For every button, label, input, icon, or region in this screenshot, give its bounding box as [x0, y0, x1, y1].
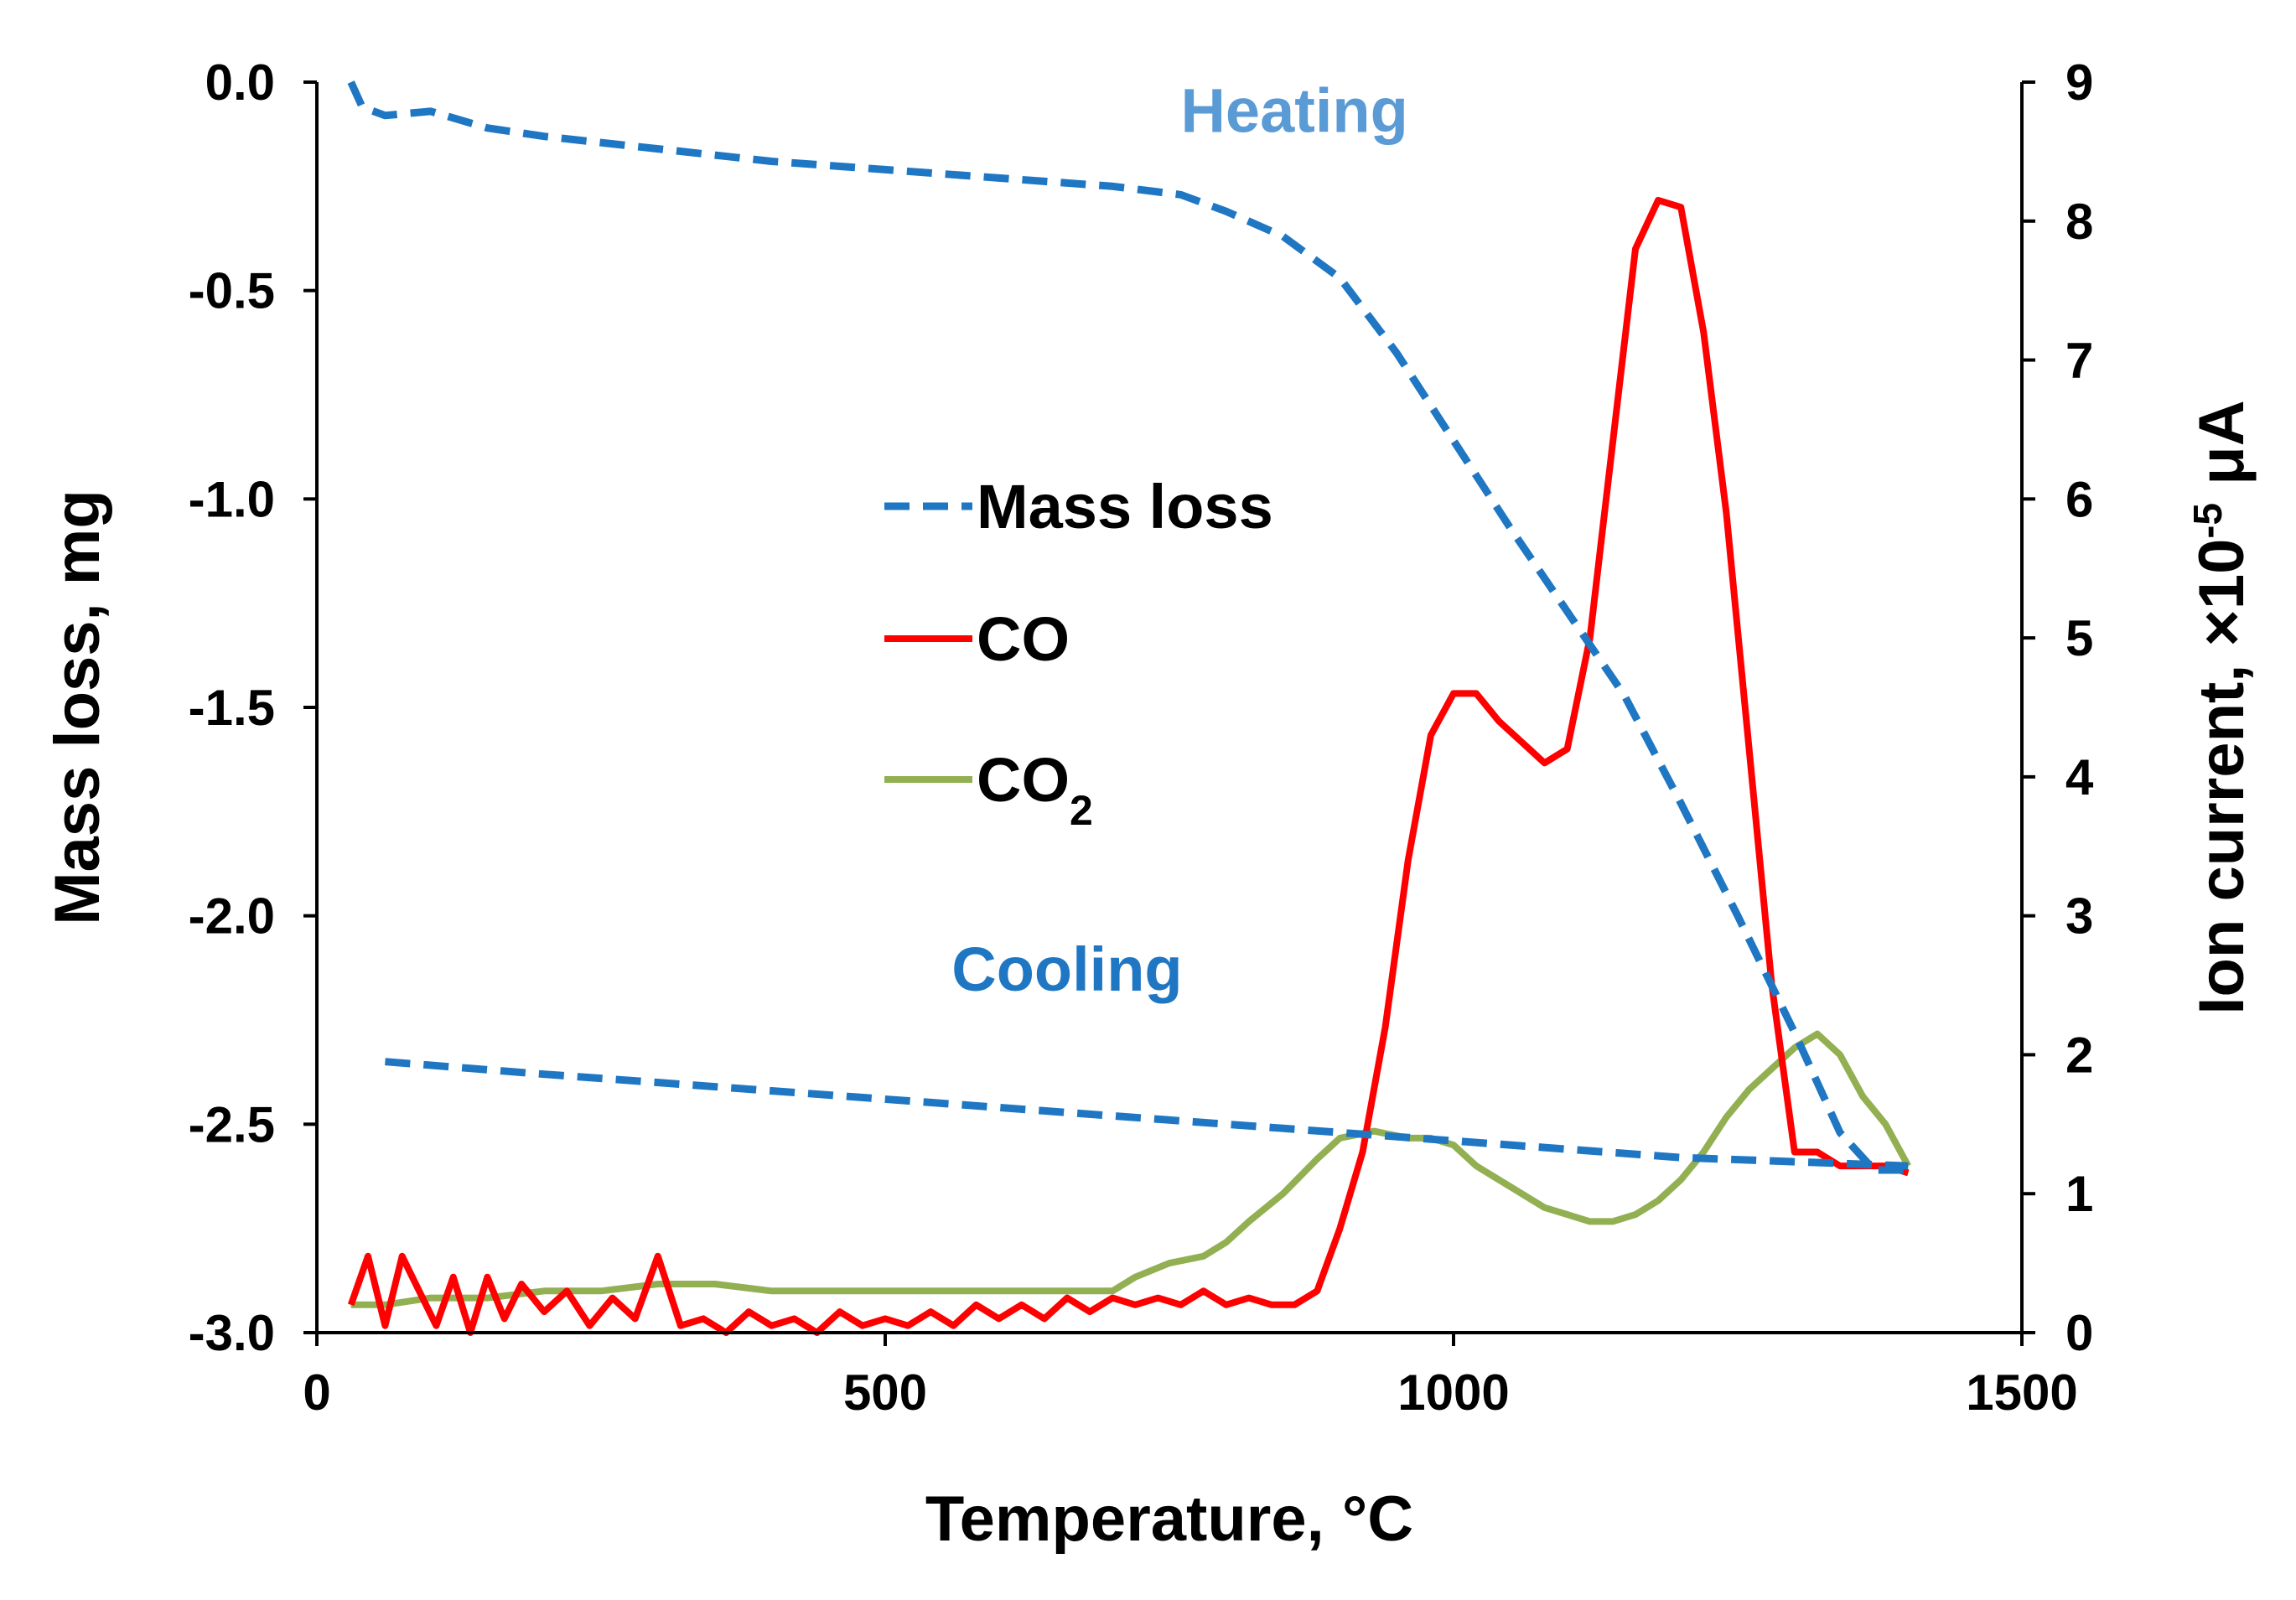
left-y-tick-label: -1.5 — [189, 680, 275, 736]
x-tick-label: 0 — [303, 1364, 330, 1421]
series-layer — [347, 80, 1911, 1336]
x-tick-label: 1500 — [1966, 1364, 2077, 1421]
tick-labels: 0 500 1000 1500 0.0 -0.5 -1.0 -1.5 -2.0 -2.5 -3.0 0… — [189, 54, 2094, 1421]
series-line-co — [347, 196, 1910, 1336]
x-tick-label: 500 — [843, 1364, 927, 1421]
right-y-tick-label: 7 — [2065, 333, 2093, 389]
right-y-tick-label: 6 — [2065, 471, 2093, 527]
x-tick-label: 1000 — [1397, 1364, 1509, 1421]
right-y-tick-label: 5 — [2065, 610, 2093, 666]
right-y-tick-label: 9 — [2065, 54, 2093, 111]
left-y-tick-label: -0.5 — [189, 263, 275, 319]
right-y-tick-label: 4 — [2065, 749, 2094, 805]
right-y-tick-label: 1 — [2065, 1166, 2093, 1222]
right-y-tick-label: 2 — [2065, 1027, 2093, 1083]
legend-label-co2-subscript: 2 — [1070, 787, 1093, 834]
right-y-axis-title-main: Ion current, ×10 — [2186, 539, 2257, 1015]
annotation-heating: Heating — [1180, 76, 1407, 146]
legend-label-co: CO — [977, 604, 1070, 674]
right-y-axis-title-unit: μA — [2186, 400, 2257, 503]
left-y-axis-title: Mass loss, mg — [42, 489, 113, 925]
series-line-mass-loss-heating — [347, 80, 1909, 1174]
left-y-tick-label: 0.0 — [205, 54, 275, 111]
left-y-tick-label: -2.0 — [189, 888, 275, 945]
left-y-tick-label: -1.0 — [189, 471, 275, 527]
legend-label-co2-main: CO — [977, 745, 1070, 815]
legend: Mass loss CO CO2 — [884, 472, 1273, 834]
left-y-tick-label: -2.5 — [189, 1096, 275, 1152]
right-y-tick-label: 8 — [2065, 194, 2093, 250]
right-y-tick-label: 3 — [2065, 888, 2093, 945]
right-y-tick-label: 0 — [2065, 1305, 2093, 1361]
annotation-cooling: Cooling — [951, 935, 1182, 1004]
x-axis-title: Temperature, °C — [925, 1483, 1413, 1555]
legend-label-co2: CO2 — [977, 745, 1093, 834]
legend-label-mass-loss: Mass loss — [977, 472, 1273, 541]
right-y-axis-title: Ion current, ×10-5 μA — [2186, 400, 2258, 1014]
series-line-mass-loss-cooling — [385, 1058, 1909, 1170]
left-y-tick-label: -3.0 — [189, 1305, 275, 1361]
right-y-axis-title-exponent: -5 — [2186, 503, 2231, 539]
axes-layer — [303, 80, 2035, 1346]
